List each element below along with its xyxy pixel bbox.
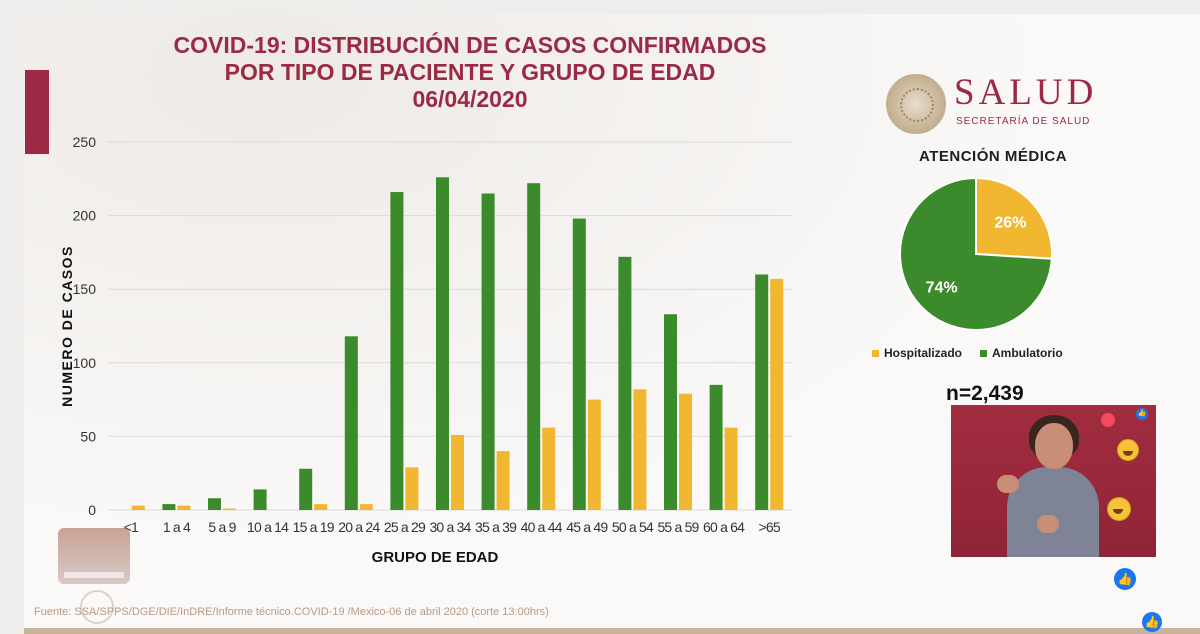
interpreter-body bbox=[1007, 467, 1099, 557]
government-seal-icon bbox=[886, 74, 946, 134]
x-tick-label: 50 a 54 bbox=[612, 519, 654, 535]
bar-ambulatorio-6 bbox=[390, 192, 404, 510]
sample-size-label: n=2,439 bbox=[946, 382, 1024, 405]
bar-hospitalizado-6 bbox=[405, 467, 419, 510]
bar-ambulatorio-13 bbox=[709, 384, 723, 510]
x-axis-title: GRUPO DE EDAD bbox=[372, 549, 499, 566]
legend-label-ambulatorio: Ambulatorio bbox=[992, 346, 1063, 360]
source-note: Fuente: SSA/SPPS/DGE/DIE/InDRE/Informe t… bbox=[34, 606, 549, 618]
title-line-1: COVID-19: DISTRIBUCIÓN DE CASOS CONFIRMA… bbox=[173, 32, 767, 58]
y-tick-label: 250 bbox=[73, 134, 97, 150]
title-line-2: POR TIPO DE PACIENTE Y GRUPO DE EDAD bbox=[224, 59, 716, 85]
event-logo bbox=[58, 528, 130, 584]
x-tick-label: 5 a 9 bbox=[208, 519, 236, 535]
bar-hospitalizado-13 bbox=[724, 427, 738, 510]
laugh-emoji-icon bbox=[1107, 497, 1131, 521]
heart-icon bbox=[1101, 413, 1115, 427]
y-tick-label: 50 bbox=[80, 428, 96, 444]
sign-language-video bbox=[951, 405, 1156, 557]
chart-title: COVID-19: DISTRIBUCIÓN DE CASOS CONFIRMA… bbox=[110, 32, 830, 113]
x-tick-label: 20 a 24 bbox=[338, 519, 380, 535]
x-tick-label: 30 a 34 bbox=[429, 519, 471, 535]
y-tick-label: 150 bbox=[73, 281, 97, 297]
bar-ambulatorio-3 bbox=[253, 489, 267, 510]
bar-ambulatorio-14 bbox=[755, 274, 769, 510]
like-icon[interactable]: 👍 bbox=[1136, 408, 1148, 420]
pie-label-ambulatorio: 74% bbox=[926, 279, 958, 296]
x-tick-label: 35 a 39 bbox=[475, 519, 517, 535]
y-axis-title: NUMERO DE CASOS bbox=[59, 245, 75, 407]
interpreter-head bbox=[1035, 423, 1073, 469]
bottom-divider bbox=[24, 628, 1200, 634]
pie-slice-ambulatorio bbox=[899, 176, 1053, 331]
y-tick-label: 200 bbox=[73, 208, 97, 224]
interpreter-hand-left bbox=[997, 475, 1019, 493]
legend-item-hospitalizado: Hospitalizado bbox=[872, 346, 962, 360]
bar-ambulatorio-8 bbox=[481, 193, 495, 510]
bar-hospitalizado-2 bbox=[223, 508, 236, 510]
bar-hospitalizado-11 bbox=[633, 389, 647, 510]
x-tick-label: 15 a 19 bbox=[293, 519, 335, 535]
legend-item-ambulatorio: Ambulatorio bbox=[980, 346, 1063, 360]
y-tick-label: 0 bbox=[88, 502, 96, 518]
bar-hospitalizado-14 bbox=[770, 278, 784, 510]
bar-hospitalizado-5 bbox=[359, 504, 373, 510]
laugh-emoji-icon bbox=[1117, 439, 1139, 461]
bar-hospitalizado-1 bbox=[177, 505, 191, 510]
y-tick-label: 100 bbox=[73, 355, 97, 371]
x-tick-label: 40 a 44 bbox=[521, 519, 563, 535]
bar-hospitalizado-12 bbox=[679, 393, 692, 510]
bar-ambulatorio-2 bbox=[208, 498, 221, 510]
pie-title: ATENCIÓN MÉDICA bbox=[918, 148, 1068, 165]
x-tick-label: 25 a 29 bbox=[384, 519, 426, 535]
title-line-3: 06/04/2020 bbox=[412, 86, 528, 112]
accent-bar bbox=[25, 70, 49, 154]
x-tick-label: 55 a 59 bbox=[657, 519, 699, 535]
pie-label-hospitalizado: 26% bbox=[994, 215, 1026, 232]
bar-hospitalizado-0 bbox=[131, 505, 145, 510]
like-icon[interactable]: 👍 bbox=[1114, 568, 1136, 590]
x-tick-label: 10 a 14 bbox=[247, 519, 289, 535]
bar-hospitalizado-9 bbox=[542, 427, 556, 510]
pie-slice-hospitalizado bbox=[975, 176, 1053, 260]
bar-ambulatorio-12 bbox=[664, 314, 677, 510]
bar-hospitalizado-4 bbox=[314, 504, 328, 510]
brand-name: SALUD bbox=[954, 72, 1098, 113]
bar-ambulatorio-5 bbox=[344, 336, 358, 510]
x-tick-label: 60 a 64 bbox=[703, 519, 745, 535]
pie-chart: 26% 74% bbox=[899, 176, 1053, 331]
bar-hospitalizado-7 bbox=[451, 434, 464, 510]
watermark-seal bbox=[80, 590, 114, 624]
brand-subtitle: SECRETARÍA DE SALUD bbox=[956, 116, 1091, 127]
bar-ambulatorio-11 bbox=[618, 256, 632, 510]
pie-legend: Hospitalizado Ambulatorio bbox=[872, 346, 1063, 360]
bar-ambulatorio-9 bbox=[527, 183, 541, 510]
like-icon[interactable]: 👍 bbox=[1142, 612, 1162, 632]
interpreter-hand-right bbox=[1037, 515, 1059, 533]
bar-hospitalizado-10 bbox=[587, 399, 601, 510]
bar-ambulatorio-4 bbox=[299, 468, 313, 510]
x-tick-label: 1 a 4 bbox=[163, 519, 191, 535]
legend-swatch-hospitalizado bbox=[872, 349, 879, 357]
legend-label-hospitalizado: Hospitalizado bbox=[884, 346, 963, 360]
bar-hospitalizado-8 bbox=[496, 451, 510, 510]
x-tick-label: 45 a 49 bbox=[566, 519, 608, 535]
x-tick-label: >65 bbox=[759, 519, 781, 535]
bar-ambulatorio-7 bbox=[436, 177, 449, 510]
bar-ambulatorio-1 bbox=[162, 504, 176, 510]
bar-ambulatorio-10 bbox=[572, 218, 586, 510]
legend-swatch-ambulatorio bbox=[980, 349, 988, 357]
